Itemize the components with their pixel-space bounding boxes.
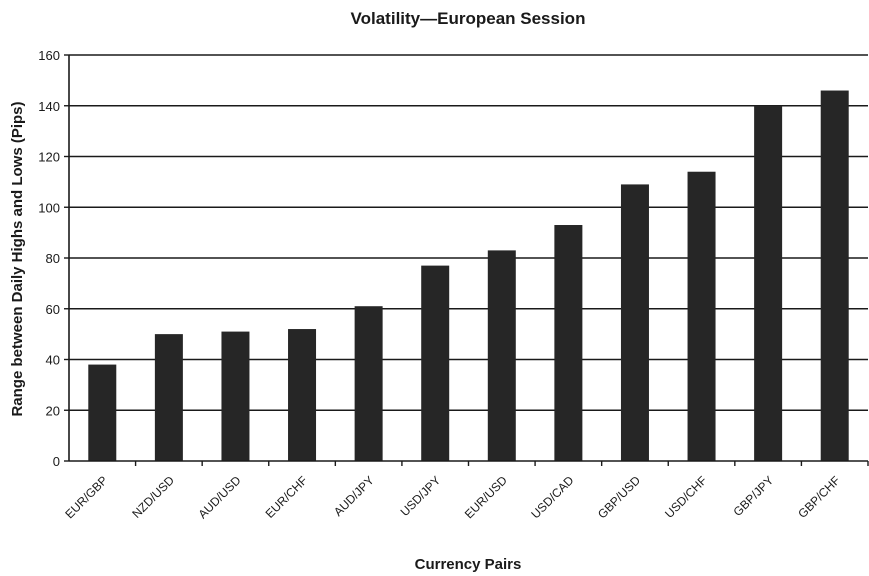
y-tick-label: 80 (46, 251, 60, 266)
x-tick-label: USD/JPY (398, 473, 444, 519)
bars (88, 90, 849, 462)
y-tick-label: 120 (38, 150, 60, 165)
bar (487, 250, 516, 461)
y-tick-label: 20 (46, 403, 60, 418)
bar (754, 105, 783, 461)
y-tick-labels: 0 20 40 60 80 100 120 140 160 (38, 48, 60, 469)
x-tick-label: GBP/CHF (795, 473, 843, 521)
bar (221, 331, 250, 461)
y-tick-label: 60 (46, 302, 60, 317)
x-tick-labels: EUR/GBP NZD/USD AUD/USD EUR/CHF AUD/JPY USD/J… (62, 473, 843, 521)
x-tick-label: USD/CAD (528, 473, 576, 521)
x-tick-label: EUR/GBP (62, 473, 110, 521)
x-tick-label: GBP/JPY (731, 473, 777, 519)
x-tick-label: USD/CHF (662, 473, 710, 521)
y-tick-label: 0 (53, 454, 60, 469)
bar (154, 334, 183, 461)
bar (820, 90, 849, 462)
bar (288, 329, 317, 461)
x-tick-label: NZD/USD (129, 473, 177, 521)
bar (88, 364, 117, 461)
y-axis-title: Range between Daily Highs and Lows (Pips… (9, 101, 26, 416)
x-tick-label: EUR/CHF (263, 473, 311, 521)
bar (687, 171, 716, 461)
x-tick-label: GBP/USD (595, 473, 643, 521)
bar (354, 306, 383, 461)
y-tick-label: 100 (38, 200, 60, 215)
x-tick-label: EUR/USD (462, 473, 510, 521)
chart-title: Volatility—European Session (351, 9, 586, 28)
axes (64, 54, 869, 466)
x-tick-label: AUD/JPY (331, 473, 377, 519)
gridlines (69, 54, 868, 411)
y-tick-label: 160 (38, 48, 60, 63)
y-tick-label: 40 (46, 353, 60, 368)
bar (554, 225, 583, 461)
x-axis-title: Currency Pairs (415, 556, 522, 573)
bar (421, 265, 450, 461)
bar (620, 184, 649, 461)
y-tick-label: 140 (38, 99, 60, 114)
x-tick-label: AUD/USD (195, 473, 243, 521)
